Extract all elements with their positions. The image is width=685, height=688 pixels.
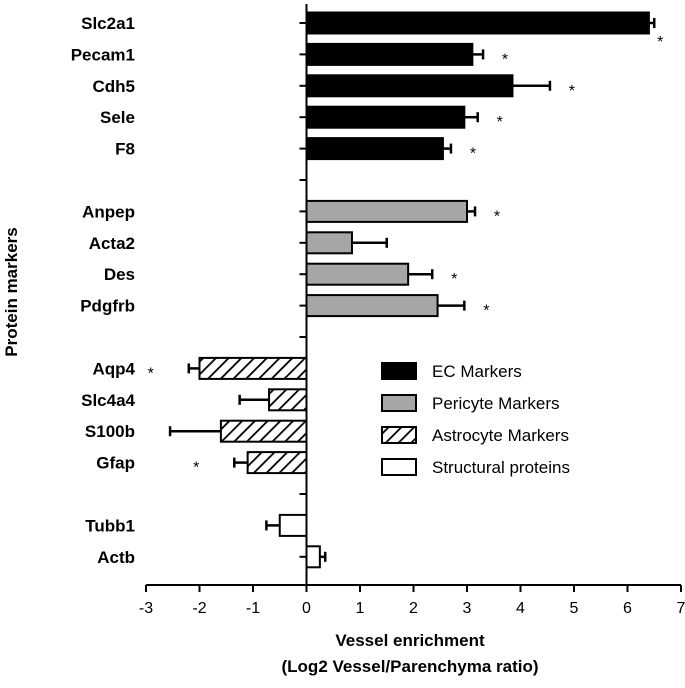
bar [305,11,650,35]
bar [305,74,514,98]
x-tick-label: 1 [356,600,365,617]
bar [305,294,439,318]
bar [246,451,308,475]
bar [278,513,308,537]
x-tick-label: -1 [246,600,260,617]
bar [268,388,308,412]
category-label: Pdgfrb [80,297,135,316]
bar [305,42,474,66]
legend-swatch [381,458,417,476]
category-label: Des [104,265,135,284]
bar [305,545,321,569]
category-label: S100b [85,422,135,441]
x-tick-label: 4 [516,600,525,617]
significance-marker: * [657,34,663,51]
bar [305,105,466,129]
legend-label: EC Markers [432,362,522,381]
significance-marker: * [502,51,508,68]
legend-label: Structural proteins [432,458,570,477]
x-tick-label: 3 [463,600,472,617]
significance-marker: * [494,208,500,225]
category-label: Gfap [96,454,135,473]
category-label: Sele [100,108,135,127]
category-label: Cdh5 [93,77,136,96]
category-label: Slc4a4 [81,391,135,410]
significance-marker: * [470,146,476,163]
chart-marks: -3 -2 -1 0 1 2 3 4 5 6 7 Slc2a1 * Pecam1 * Cdh5 * Sele * F8… [71,4,685,617]
legend-label: Pericyte Markers [432,394,560,413]
significance-marker: * [569,83,575,100]
bar [305,137,444,161]
category-label: Anpep [82,202,135,221]
category-label: Actb [97,548,135,567]
x-tick-label: 2 [409,600,418,617]
category-label: Acta2 [89,234,135,253]
significance-marker: * [148,365,154,382]
category-label: F8 [115,140,135,159]
category-label: Tubb1 [85,516,135,535]
x-tick-label: -3 [139,600,153,617]
significance-marker: * [497,114,503,131]
bar [305,262,410,286]
bar [198,356,308,380]
legend-swatch [381,426,417,444]
category-label: Aqp4 [93,359,136,378]
x-tick-label: 5 [570,600,579,617]
x-tick-label: 6 [623,600,632,617]
bar [305,199,468,223]
x-tick-label: 7 [677,600,685,617]
legend-swatch [381,362,417,380]
category-label: Pecam1 [71,45,135,64]
significance-marker: * [451,271,457,288]
x-tick-label: 0 [302,600,311,617]
category-label: Slc2a1 [81,14,135,33]
significance-marker: * [483,303,489,320]
x-tick-label: -2 [192,600,206,617]
x-axis-title: Vessel enrichment [335,631,485,650]
legend-label: Astrocyte Markers [432,426,569,445]
y-axis-title: Protein markers [2,227,21,356]
x-axis-subtitle: (Log2 Vessel/Parenchyma ratio) [282,657,539,676]
bar [219,419,308,443]
significance-marker: * [193,460,199,477]
legend-swatch [381,394,417,412]
bar [305,231,353,255]
